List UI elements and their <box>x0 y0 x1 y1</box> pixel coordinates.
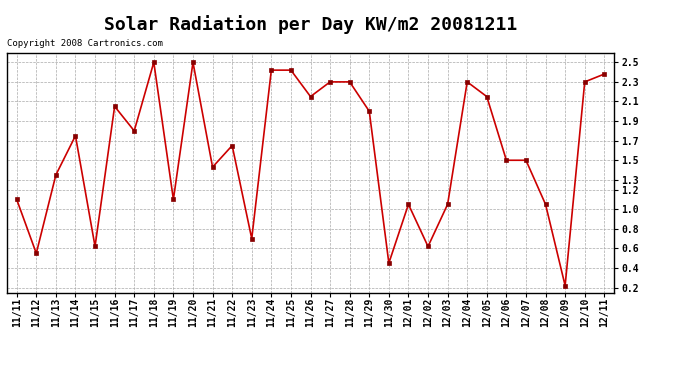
Text: Solar Radiation per Day KW/m2 20081211: Solar Radiation per Day KW/m2 20081211 <box>104 15 517 34</box>
Text: Copyright 2008 Cartronics.com: Copyright 2008 Cartronics.com <box>7 39 163 48</box>
